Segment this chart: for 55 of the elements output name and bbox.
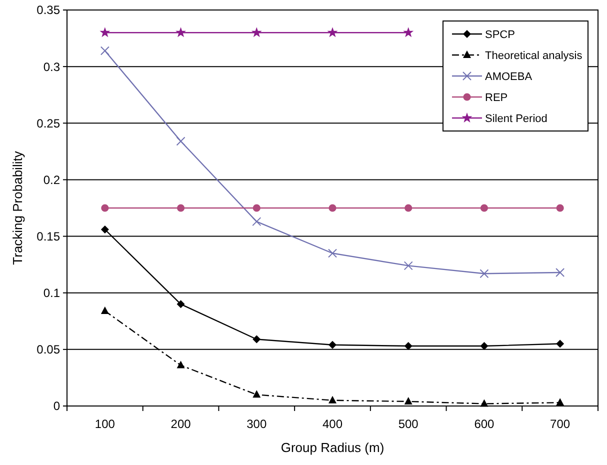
legend-label: REP bbox=[485, 92, 508, 104]
point bbox=[327, 27, 338, 38]
point bbox=[252, 390, 261, 398]
legend-label: Theoretical analysis bbox=[485, 50, 583, 62]
point bbox=[328, 340, 336, 349]
point bbox=[556, 398, 564, 406]
point bbox=[404, 396, 412, 404]
point bbox=[404, 204, 412, 212]
x-tick-label: 600 bbox=[474, 417, 495, 431]
x-axis-title: Group Radius (m) bbox=[280, 440, 384, 455]
point bbox=[556, 204, 564, 212]
point bbox=[328, 204, 336, 212]
point bbox=[100, 225, 109, 234]
y-tick-label: 0.25 bbox=[36, 116, 60, 130]
y-tick-label: 0 bbox=[53, 399, 60, 414]
x-tick-label: 500 bbox=[398, 417, 419, 431]
point bbox=[556, 268, 565, 277]
point bbox=[328, 396, 336, 404]
y-tick-label: 0.05 bbox=[36, 342, 60, 357]
legend-label: Silent Period bbox=[485, 112, 548, 125]
point bbox=[556, 340, 564, 348]
point bbox=[404, 261, 413, 270]
point bbox=[176, 136, 186, 146]
point bbox=[251, 27, 262, 38]
point bbox=[403, 27, 414, 38]
point bbox=[480, 204, 488, 212]
point bbox=[176, 360, 185, 368]
point bbox=[100, 46, 110, 56]
x-tick-label: 200 bbox=[170, 417, 192, 431]
point bbox=[404, 342, 412, 350]
point bbox=[252, 335, 261, 344]
point bbox=[480, 342, 488, 350]
y-axis-title: Tracking Probability bbox=[10, 150, 25, 265]
y-tick-label: 0.15 bbox=[36, 229, 60, 244]
point bbox=[480, 399, 488, 407]
y-tick-label: 0.2 bbox=[43, 172, 60, 187]
point bbox=[480, 269, 489, 278]
x-tick-label: 700 bbox=[550, 417, 570, 431]
point bbox=[176, 27, 186, 38]
point bbox=[100, 27, 110, 38]
y-tick-label: 0.3 bbox=[43, 60, 60, 74]
point bbox=[252, 204, 260, 212]
point bbox=[176, 300, 185, 308]
point bbox=[176, 204, 185, 212]
x-tick-label: 400 bbox=[322, 417, 343, 431]
x-tick-label: 300 bbox=[246, 417, 267, 431]
x-tick-label: 100 bbox=[94, 417, 116, 431]
point bbox=[252, 217, 262, 226]
legend-label: SPCP bbox=[485, 28, 515, 41]
y-tick-label: 0.1 bbox=[43, 286, 60, 300]
point bbox=[328, 248, 337, 258]
y-tick-label: 0.35 bbox=[36, 3, 60, 18]
point bbox=[100, 306, 109, 314]
legend-label: AMOEBA bbox=[485, 70, 533, 83]
point bbox=[101, 204, 109, 212]
